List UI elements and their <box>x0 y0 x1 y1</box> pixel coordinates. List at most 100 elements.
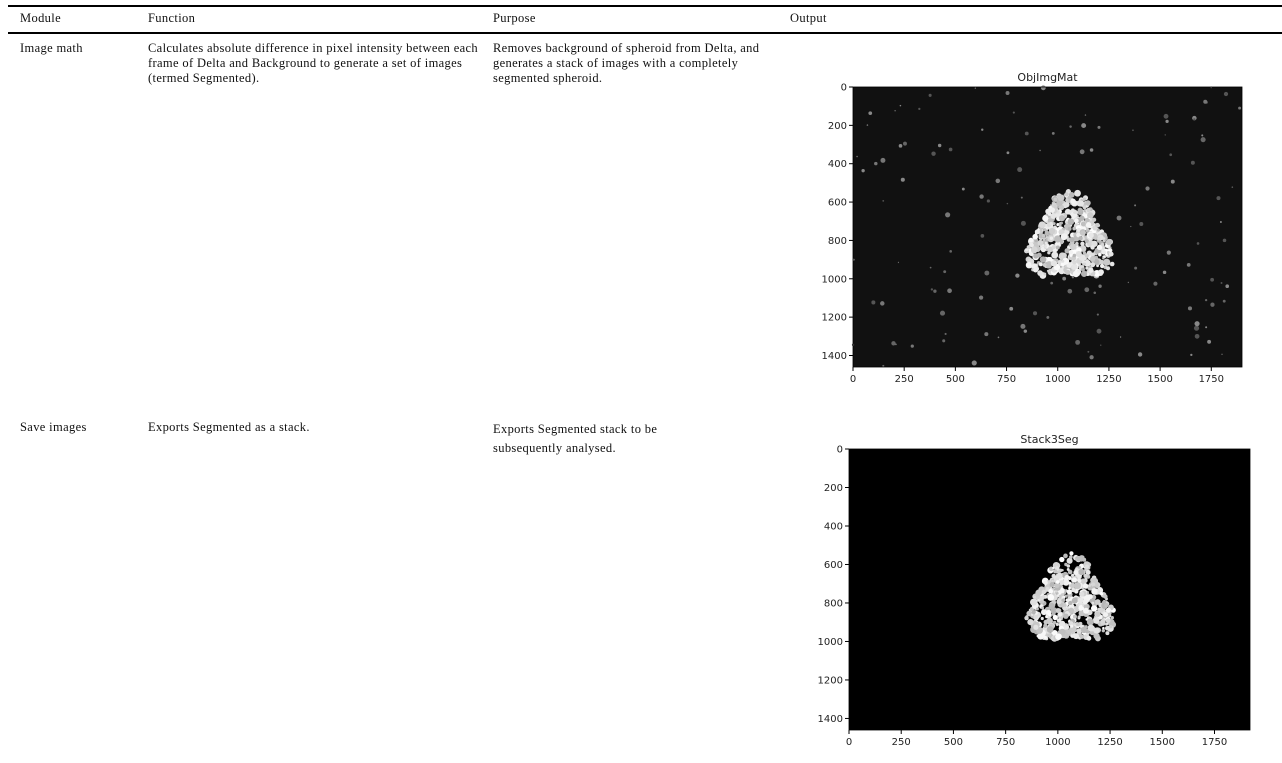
spheroid <box>1102 629 1105 632</box>
spheroid <box>1087 212 1093 218</box>
spheroid <box>1041 606 1044 609</box>
spheroid <box>1090 257 1095 262</box>
spheroid <box>1102 627 1105 630</box>
background-speck <box>947 288 952 293</box>
background-speck <box>942 339 945 342</box>
background-speck <box>1017 167 1022 172</box>
spheroid <box>1095 611 1100 616</box>
background-speck <box>972 360 977 365</box>
background-speck <box>1210 303 1214 307</box>
background-speck <box>1130 226 1131 227</box>
figure-title: Stack3Seg <box>1020 433 1078 446</box>
y-tick-label: 0 <box>841 83 847 94</box>
x-tick-label: 500 <box>946 374 965 385</box>
y-tick-label: 1000 <box>818 637 843 648</box>
spheroid <box>1089 226 1092 229</box>
background-speck <box>1075 340 1080 345</box>
background-speck <box>1201 134 1203 136</box>
spheroid <box>1106 266 1110 270</box>
background-speck <box>1052 132 1055 135</box>
spheroid <box>1086 208 1090 212</box>
spheroid <box>1042 590 1047 595</box>
spheroid <box>1044 636 1047 639</box>
x-tick-label: 0 <box>850 374 856 385</box>
spheroid <box>1090 262 1095 267</box>
background-speck <box>1024 329 1027 332</box>
spheroid <box>1024 616 1028 620</box>
spheroid <box>1057 618 1062 623</box>
spheroid <box>1047 634 1049 636</box>
background-speck <box>1164 114 1169 119</box>
spheroid <box>1037 240 1043 246</box>
x-tick-label: 1750 <box>1202 737 1227 748</box>
spheroid <box>1049 207 1055 213</box>
background-speck <box>1062 277 1066 281</box>
spheroid <box>1071 208 1075 212</box>
y-tick-label: 0 <box>837 445 843 456</box>
spheroid <box>1109 625 1112 628</box>
background-speck <box>962 188 965 191</box>
spheroid <box>1083 197 1086 200</box>
background-speck <box>903 142 907 146</box>
x-tick-label: 750 <box>997 374 1016 385</box>
spheroid <box>1053 222 1056 225</box>
spheroid <box>1090 245 1094 249</box>
spheroid <box>1068 596 1071 599</box>
spheroid <box>1033 614 1038 619</box>
spheroid <box>1039 262 1043 266</box>
spheroid <box>1078 598 1084 604</box>
background-speck <box>981 129 983 131</box>
spheroid <box>1048 589 1053 594</box>
background-speck <box>894 110 895 111</box>
background-speck <box>943 270 946 273</box>
background-speck <box>900 105 902 107</box>
spheroid <box>1080 635 1084 639</box>
x-tick-label: 250 <box>892 737 911 748</box>
y-tick-label: 200 <box>824 483 843 494</box>
spheroid <box>1055 210 1058 213</box>
spheroid <box>1027 619 1033 625</box>
spheroid <box>1045 242 1048 245</box>
background-speck <box>945 333 947 335</box>
spheroid <box>1053 621 1056 624</box>
spheroid <box>1035 590 1041 596</box>
figures: ObjImgMat0250500750100012501500175002004… <box>0 0 1282 763</box>
y-tick-label: 1400 <box>822 351 847 362</box>
background-speck <box>1216 196 1220 200</box>
spheroid <box>1047 626 1054 633</box>
background-speck <box>1069 125 1071 127</box>
background-speck <box>1188 306 1192 310</box>
background-speck <box>1223 239 1227 243</box>
y-tick-label: 600 <box>828 198 847 209</box>
spheroid <box>1093 617 1100 624</box>
spheroid <box>1049 603 1055 609</box>
background-speck <box>1190 354 1192 356</box>
spheroid <box>1031 599 1033 601</box>
background-speck <box>1197 242 1200 245</box>
spheroid <box>1100 619 1105 624</box>
background-speck <box>1041 85 1046 90</box>
y-tick-label: 1200 <box>818 675 843 686</box>
spheroid <box>1035 229 1040 234</box>
background-speck <box>1006 91 1010 95</box>
spheroid <box>1063 202 1067 206</box>
spheroid <box>1110 262 1115 267</box>
spheroid <box>1054 225 1057 228</box>
background-speck <box>1165 134 1166 135</box>
spheroid <box>1078 575 1082 579</box>
x-tick-label: 1250 <box>1097 737 1122 748</box>
x-tick-label: 1500 <box>1147 374 1172 385</box>
spheroid <box>1097 237 1100 240</box>
background-speck <box>1134 267 1137 270</box>
y-tick-label: 600 <box>824 560 843 571</box>
spheroid <box>1058 194 1065 201</box>
spheroid <box>1076 622 1080 626</box>
spheroid <box>1043 228 1046 231</box>
spheroid <box>1097 229 1100 232</box>
x-tick-label: 500 <box>944 737 963 748</box>
spheroid <box>1061 253 1067 259</box>
background-speck <box>918 108 920 110</box>
spheroid <box>1067 568 1070 571</box>
spheroid <box>1056 580 1060 584</box>
spheroid <box>1069 551 1073 555</box>
